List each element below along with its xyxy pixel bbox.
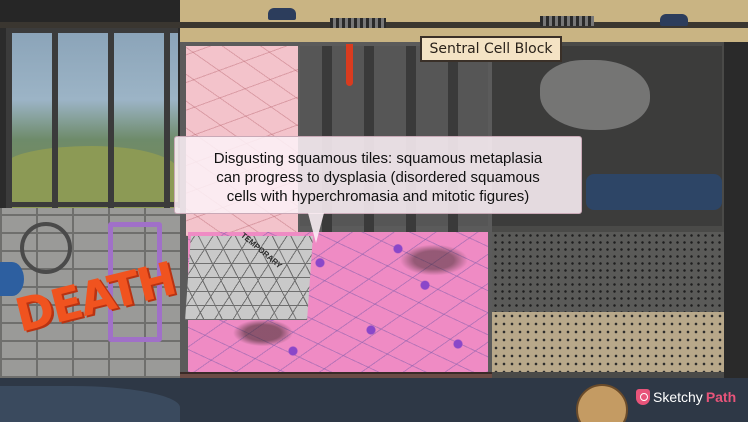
smoke-cloud	[540, 60, 650, 130]
caption-line: cells with hyperchromasia and mitotic fi…	[226, 188, 530, 205]
barred-window	[6, 28, 178, 208]
bottom-water	[0, 386, 180, 422]
character-head	[576, 384, 628, 422]
arrow-graffiti-icon	[108, 222, 162, 342]
squamous-tiles	[185, 236, 313, 320]
window-bar	[52, 28, 58, 208]
boots-left	[268, 8, 296, 20]
cell-bench	[586, 174, 722, 210]
right-cell-floor	[492, 232, 724, 312]
window-rail	[6, 28, 178, 33]
right-frame	[724, 42, 748, 388]
logo-text-path: Path	[705, 389, 737, 405]
logo-text-sketchy: Sketchy	[653, 389, 703, 405]
blood-drip	[346, 44, 353, 86]
caption-line: can progress to dysplasia (disordered sq…	[216, 169, 540, 186]
landscape-hill	[6, 146, 178, 208]
brand-logo: Sketchy Path	[636, 386, 736, 408]
brick-wall	[0, 208, 182, 378]
upper-floor-dark	[0, 0, 180, 22]
window-bar	[164, 28, 170, 208]
window-bar	[6, 28, 12, 208]
caption-line: Disgusting squamous tiles: squamous meta…	[213, 150, 543, 167]
caption-box: Disgusting squamous tiles: squamous meta…	[174, 136, 582, 214]
brain-logo-icon	[636, 389, 650, 405]
blue-object	[0, 262, 24, 296]
floor-vent	[540, 16, 594, 26]
cell-block-sign: Sentral Cell Block	[420, 36, 562, 62]
skull-graffiti-icon	[20, 222, 72, 274]
window-bar	[108, 28, 114, 208]
boots-right	[660, 14, 688, 26]
floor-vent	[330, 18, 386, 28]
window-rail	[6, 202, 178, 207]
caption-pointer	[308, 213, 324, 243]
right-cell-floor-lower	[492, 312, 724, 372]
